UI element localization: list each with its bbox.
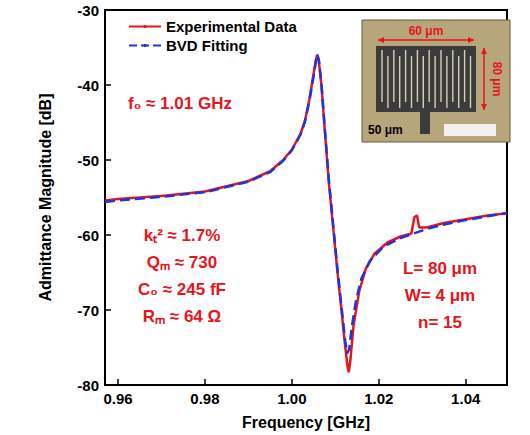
svg-text:Frequency [GHz]: Frequency [GHz] [242, 414, 370, 431]
svg-text:Rₘ ≈ 64 Ω: Rₘ ≈ 64 Ω [143, 307, 221, 326]
svg-text:f₀ ≈ 1.01 GHz: f₀ ≈ 1.01 GHz [128, 94, 232, 113]
svg-text:Qₘ ≈ 730: Qₘ ≈ 730 [147, 253, 217, 272]
svg-text:0.96: 0.96 [103, 390, 132, 407]
svg-text:80 μm: 80 μm [490, 62, 504, 97]
svg-text:L= 80 μm: L= 80 μm [403, 259, 477, 278]
svg-text:Admittance Magnitude [dB]: Admittance Magnitude [dB] [37, 94, 54, 302]
svg-text:kₜ² ≈ 1.7%: kₜ² ≈ 1.7% [144, 226, 221, 245]
svg-text:60 μm: 60 μm [409, 24, 444, 38]
svg-text:-50: -50 [77, 152, 99, 169]
svg-text:0.98: 0.98 [190, 390, 219, 407]
svg-text:n= 15: n= 15 [418, 313, 462, 332]
svg-text:C₀ ≈ 245 fF: C₀ ≈ 245 fF [138, 280, 226, 299]
svg-text:-60: -60 [77, 227, 99, 244]
svg-text:-40: -40 [77, 77, 99, 94]
svg-text:BVD Fitting: BVD Fitting [166, 37, 248, 54]
svg-text:W= 4 μm: W= 4 μm [405, 286, 475, 305]
svg-text:-80: -80 [77, 377, 99, 394]
svg-text:Experimental Data: Experimental Data [166, 18, 298, 35]
svg-text:50 μm: 50 μm [368, 123, 403, 137]
svg-text:1.00: 1.00 [277, 390, 306, 407]
svg-text:-30: -30 [77, 2, 99, 19]
svg-text:1.04: 1.04 [451, 390, 481, 407]
svg-text:-70: -70 [77, 302, 99, 319]
svg-text:1.02: 1.02 [364, 390, 393, 407]
